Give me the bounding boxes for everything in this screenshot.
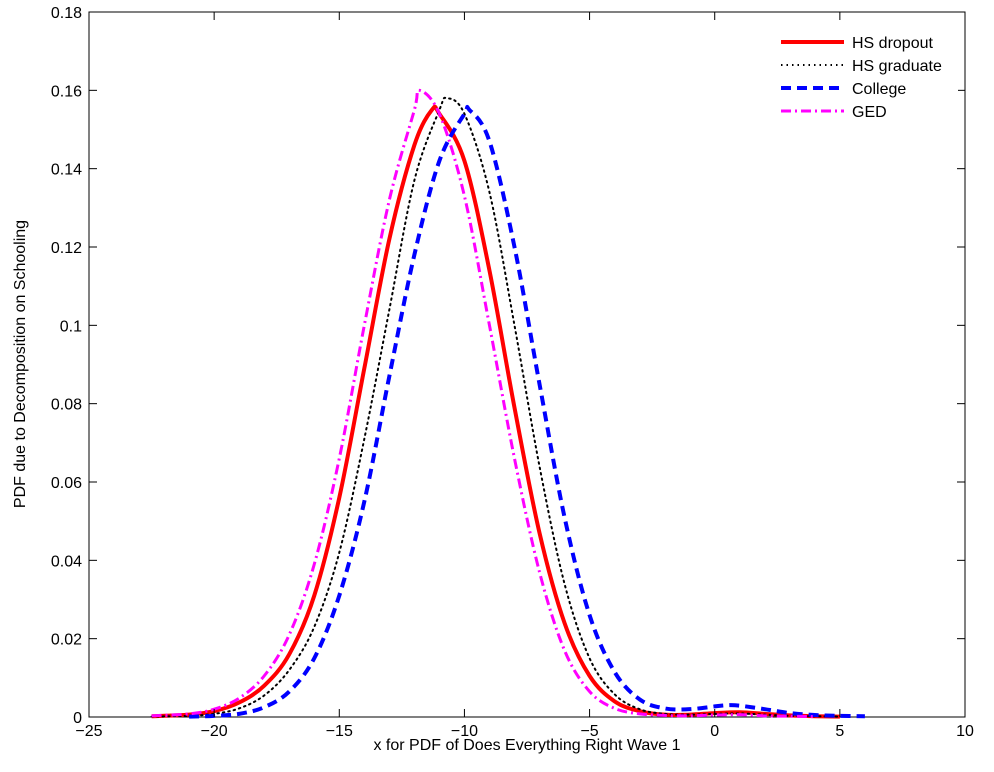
y-axis-label: PDF due to Decomposition on Schooling: [12, 220, 29, 508]
series-layer: [150, 88, 865, 719]
x-tick-label: −10: [451, 723, 478, 740]
legend: HS dropout HS graduate College GED: [772, 25, 958, 125]
y-tick-label: 0.16: [51, 83, 82, 100]
y-tick-label: 0.06: [51, 475, 82, 492]
y-tick-label: 0: [73, 710, 82, 727]
y-tick-label: 0.1: [60, 318, 82, 335]
legend-label: HS dropout: [852, 35, 933, 52]
x-tick-label: 0: [710, 723, 719, 740]
y-tick-label: 0.04: [51, 553, 82, 570]
y-tick-label: 0.12: [51, 240, 82, 257]
x-tick-label: 5: [835, 723, 844, 740]
x-tick-label: −5: [580, 723, 598, 740]
y-tick-label: 0.14: [51, 162, 82, 179]
plot-area: [88, 11, 966, 718]
x-axis-label: x for PDF of Does Everything Right Wave …: [373, 737, 680, 754]
x-tick-label: −15: [326, 723, 353, 740]
series-line-college: [189, 104, 865, 719]
y-tick-label: 0.18: [51, 5, 82, 22]
x-tick-label: 10: [956, 723, 974, 740]
x-tick-label: −20: [201, 723, 228, 740]
tick-layer: −25 −20 −15 −10 −5 0 5 10 0 0.02 0.04 0.06 0.08 0.1 0.…: [51, 5, 974, 740]
y-tick-label: 0.08: [51, 397, 82, 414]
x-tick-label: −25: [75, 723, 102, 740]
legend-label: GED: [852, 104, 887, 121]
y-tick-label: 0.02: [51, 632, 82, 649]
series-line-hs-graduate: [150, 96, 841, 718]
legend-label: HS graduate: [852, 58, 942, 75]
legend-label: College: [852, 81, 906, 98]
